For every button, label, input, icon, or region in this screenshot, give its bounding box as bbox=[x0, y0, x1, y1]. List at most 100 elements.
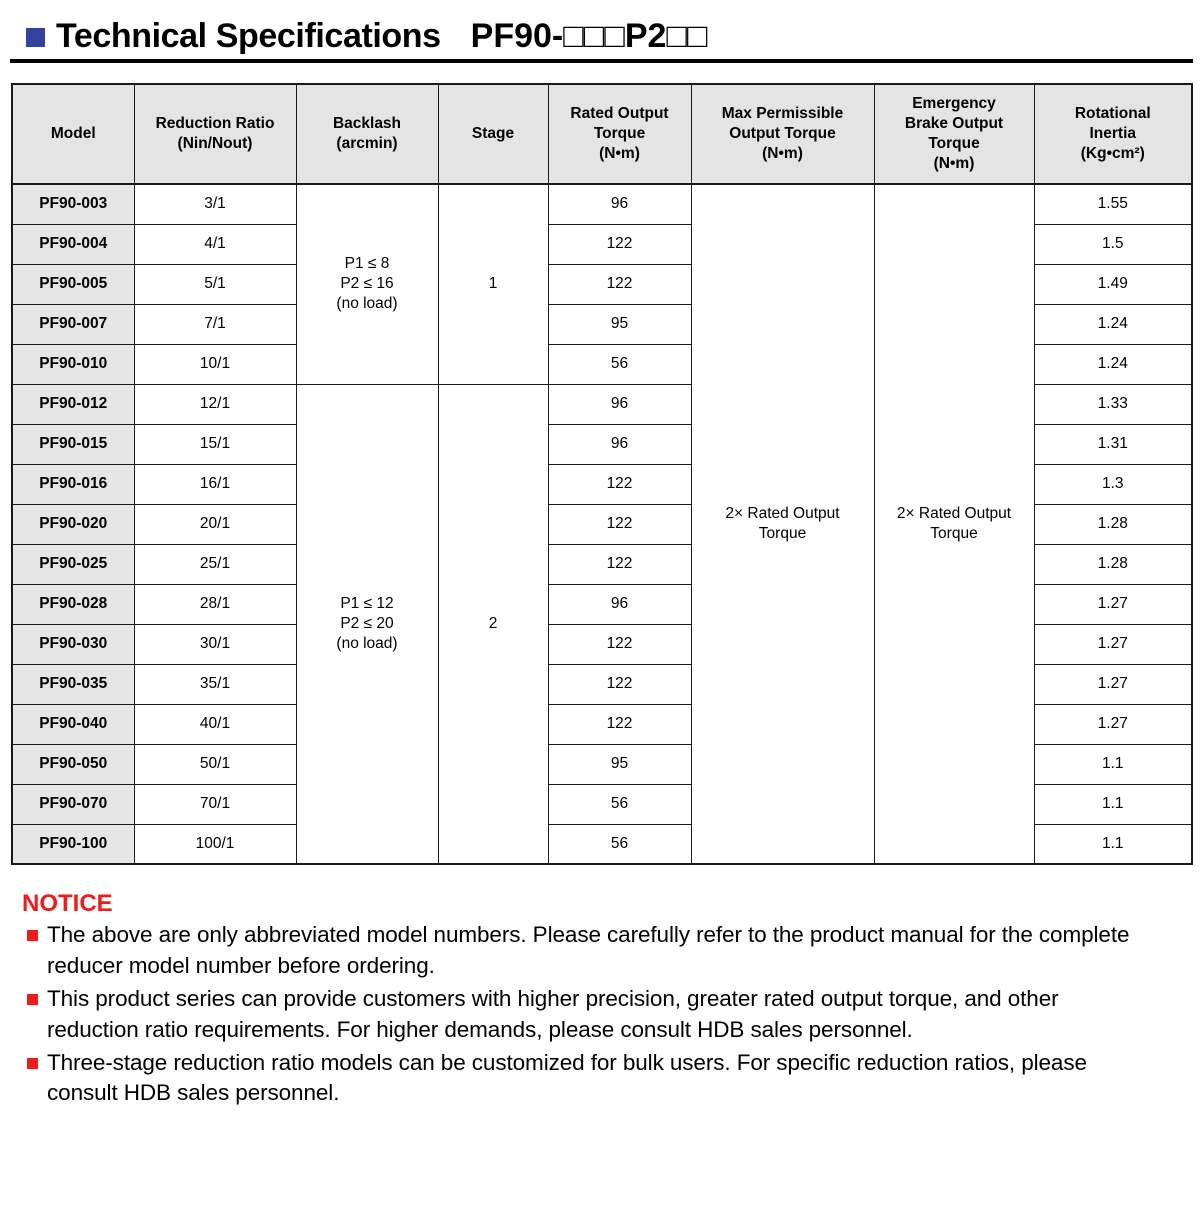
cell-reduction-ratio: 100/1 bbox=[133, 823, 297, 865]
cell-rated-output-torque: 96 bbox=[547, 583, 692, 625]
notice-item: The above are only abbreviated model num… bbox=[22, 920, 1132, 982]
cell-rotational-inertia: 1.24 bbox=[1033, 303, 1193, 345]
model-code-title: PF90-□□□P2□□ bbox=[470, 17, 708, 55]
cell-model: PF90-100 bbox=[11, 823, 135, 865]
table-row: PF90-030 30/1 122 1.27 bbox=[11, 623, 1193, 665]
cell-model: PF90-070 bbox=[11, 783, 135, 825]
cell-model: PF90-040 bbox=[11, 703, 135, 745]
cell-rated-output-torque: 122 bbox=[547, 543, 692, 585]
notice-item-text: This product series can provide customer… bbox=[47, 986, 1059, 1042]
cell-model: PF90-025 bbox=[11, 543, 135, 585]
col-header-backlash-line1: Backlash bbox=[332, 115, 402, 133]
cell-rotational-inertia: 1.27 bbox=[1033, 583, 1193, 625]
cell-emergency-brake-torque: 2× Rated Output Torque bbox=[873, 183, 1035, 865]
cell-rated-output-torque: 96 bbox=[547, 383, 692, 425]
notice-bullet-icon bbox=[27, 994, 38, 1006]
col-header-inertia-line3: (Kg•cm²) bbox=[1080, 144, 1145, 162]
cell-rotational-inertia: 1.27 bbox=[1033, 663, 1193, 705]
col-header-rated-line2: Torque bbox=[593, 125, 646, 143]
cell-model: PF90-007 bbox=[11, 303, 135, 345]
brake-line2: Torque bbox=[930, 525, 978, 542]
table-row: PF90-015 15/1 96 1.31 bbox=[11, 423, 1193, 465]
cell-reduction-ratio: 25/1 bbox=[133, 543, 297, 585]
cell-model: PF90-004 bbox=[11, 223, 135, 265]
table-header-row: Model Reduction Ratio (Nin/Nout) Backlas… bbox=[11, 83, 1193, 185]
backlash-line: P2 ≤ 16 bbox=[340, 275, 394, 293]
brake-line1: 2× Rated Output bbox=[896, 504, 1012, 522]
maxperm-line2: Torque bbox=[758, 525, 807, 542]
col-header-brake-line2: Brake Output bbox=[904, 115, 1004, 133]
col-header-reduction-ratio-line2: (Nin/Nout) bbox=[177, 135, 253, 152]
col-header-rotational-inertia: Rotational Inertia (Kg•cm²) bbox=[1033, 83, 1193, 185]
cell-rated-output-torque: 122 bbox=[547, 703, 692, 745]
table-row: PF90-020 20/1 122 1.28 bbox=[11, 503, 1193, 545]
cell-model: PF90-012 bbox=[11, 383, 135, 425]
col-header-reduction-ratio-line1: Reduction Ratio bbox=[155, 115, 275, 133]
cell-reduction-ratio: 3/1 bbox=[133, 183, 297, 225]
backlash-line: P1 ≤ 12 bbox=[340, 594, 394, 612]
title-divider bbox=[10, 59, 1193, 63]
cell-reduction-ratio: 70/1 bbox=[133, 783, 297, 825]
cell-rated-output-torque: 122 bbox=[547, 463, 692, 505]
cell-rotational-inertia: 1.1 bbox=[1033, 823, 1193, 865]
table-row: PF90-070 70/1 56 1.1 bbox=[11, 783, 1193, 825]
cell-reduction-ratio: 12/1 bbox=[133, 383, 297, 425]
cell-rated-output-torque: 122 bbox=[547, 663, 692, 705]
notice-title: NOTICE bbox=[22, 890, 113, 917]
notice-item-text: Three-stage reduction ratio models can b… bbox=[47, 1049, 1087, 1106]
col-header-rated-line1: Rated Output bbox=[570, 105, 669, 123]
cell-backlash: P1 ≤ 8 P2 ≤ 16 (no load) bbox=[295, 183, 439, 385]
maxperm-line1: 2× Rated Output bbox=[725, 504, 840, 522]
cell-reduction-ratio: 28/1 bbox=[133, 583, 297, 625]
table-row: PF90-025 25/1 122 1.28 bbox=[11, 543, 1193, 585]
col-header-rated-output-torque: Rated Output Torque (N•m) bbox=[547, 83, 692, 185]
cell-rotational-inertia: 1.1 bbox=[1033, 783, 1193, 825]
table-row: PF90-004 4/1 122 1.5 bbox=[11, 223, 1193, 265]
col-header-emergency-brake-torque: Emergency Brake Output Torque (N•m) bbox=[873, 83, 1035, 185]
table-row: PF90-035 35/1 122 1.27 bbox=[11, 663, 1193, 705]
col-header-inertia-line2: Inertia bbox=[1089, 125, 1136, 143]
cell-model: PF90-015 bbox=[11, 423, 135, 465]
col-header-stage-label: Stage bbox=[471, 125, 515, 143]
col-header-backlash: Backlash (arcmin) bbox=[295, 83, 439, 185]
cell-model: PF90-035 bbox=[11, 663, 135, 705]
cell-reduction-ratio: 5/1 bbox=[133, 263, 297, 305]
cell-reduction-ratio: 16/1 bbox=[133, 463, 297, 505]
col-header-backlash-line2: (arcmin) bbox=[336, 135, 398, 152]
cell-model: PF90-028 bbox=[11, 583, 135, 625]
cell-reduction-ratio: 7/1 bbox=[133, 303, 297, 345]
notice-list: The above are only abbreviated model num… bbox=[22, 920, 1132, 1109]
cell-rated-output-torque: 122 bbox=[547, 223, 692, 265]
cell-reduction-ratio: 30/1 bbox=[133, 623, 297, 665]
cell-stage: 1 bbox=[437, 183, 549, 385]
col-header-brake-line3: Torque bbox=[928, 135, 980, 152]
title-bullet-icon bbox=[26, 28, 45, 47]
col-header-inertia-line1: Rotational bbox=[1074, 105, 1151, 123]
cell-model: PF90-016 bbox=[11, 463, 135, 505]
table-row: PF90-005 5/1 122 1.49 bbox=[11, 263, 1193, 305]
cell-model: PF90-020 bbox=[11, 503, 135, 545]
cell-reduction-ratio: 20/1 bbox=[133, 503, 297, 545]
col-header-maxperm-line1: Max Permissible bbox=[721, 105, 844, 123]
cell-rotational-inertia: 1.55 bbox=[1033, 183, 1193, 225]
cell-rotational-inertia: 1.28 bbox=[1033, 543, 1193, 585]
cell-rated-output-torque: 96 bbox=[547, 423, 692, 465]
cell-rotational-inertia: 1.31 bbox=[1033, 423, 1193, 465]
cell-rotational-inertia: 1.28 bbox=[1033, 503, 1193, 545]
cell-rotational-inertia: 1.5 bbox=[1033, 223, 1193, 265]
cell-rotational-inertia: 1.24 bbox=[1033, 343, 1193, 385]
cell-reduction-ratio: 50/1 bbox=[133, 743, 297, 785]
cell-rated-output-torque: 122 bbox=[547, 503, 692, 545]
backlash-line: (no load) bbox=[336, 295, 398, 313]
backlash-line: P1 ≤ 8 bbox=[344, 255, 390, 273]
col-header-reduction-ratio: Reduction Ratio (Nin/Nout) bbox=[133, 83, 297, 185]
cell-rated-output-torque: 122 bbox=[547, 623, 692, 665]
col-header-rated-line3: (N•m) bbox=[599, 144, 640, 162]
col-header-brake-line4: (N•m) bbox=[933, 154, 975, 172]
cell-backlash: P1 ≤ 12 P2 ≤ 20 (no load) bbox=[295, 383, 439, 865]
spec-table-container: Model Reduction Ratio (Nin/Nout) Backlas… bbox=[11, 83, 1193, 865]
col-header-model-label: Model bbox=[50, 125, 96, 143]
cell-rotational-inertia: 1.27 bbox=[1033, 623, 1193, 665]
cell-model: PF90-030 bbox=[11, 623, 135, 665]
table-row: PF90-010 10/1 56 1.24 bbox=[11, 343, 1193, 385]
